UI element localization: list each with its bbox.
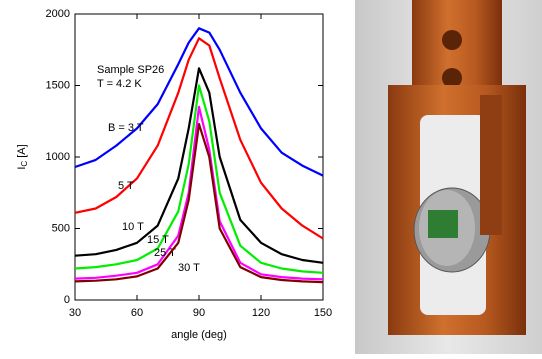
- series-line: [75, 68, 323, 262]
- plot-frame: [75, 14, 323, 300]
- series-label: 30 T: [178, 262, 200, 274]
- x-tick-label: 90: [193, 307, 205, 319]
- figure: 3060901201500500100015002000angle (deg)I…: [0, 0, 542, 354]
- photo: [355, 0, 542, 354]
- y-tick-label: 2000: [46, 8, 70, 20]
- y-tick-label: 0: [64, 294, 70, 306]
- y-axis-label-unit: [A]: [16, 144, 28, 157]
- y-axis-label: IC[A]: [16, 144, 29, 169]
- annotation: Sample SP26: [97, 64, 164, 76]
- series-label: B = 3 T: [108, 122, 144, 134]
- y-tick-label: 500: [52, 222, 70, 234]
- x-tick-label: 30: [69, 307, 81, 319]
- x-tick-label: 60: [131, 307, 143, 319]
- x-axis-label: angle (deg): [171, 329, 227, 341]
- x-tick-label: 150: [314, 307, 332, 319]
- y-tick-label: 1500: [46, 79, 70, 91]
- series-label: 10 T: [122, 221, 144, 233]
- y-axis-label-subscript: C: [20, 161, 29, 167]
- series-label: 5 T: [118, 180, 134, 192]
- series-line: [75, 28, 323, 175]
- y-tick-label: 1000: [46, 151, 70, 163]
- series-label: 15 T: [147, 234, 169, 246]
- annotation: T = 4.2 K: [97, 78, 142, 90]
- page: 3060901201500500100015002000angle (deg)I…: [0, 0, 542, 359]
- x-tick-label: 120: [252, 307, 270, 319]
